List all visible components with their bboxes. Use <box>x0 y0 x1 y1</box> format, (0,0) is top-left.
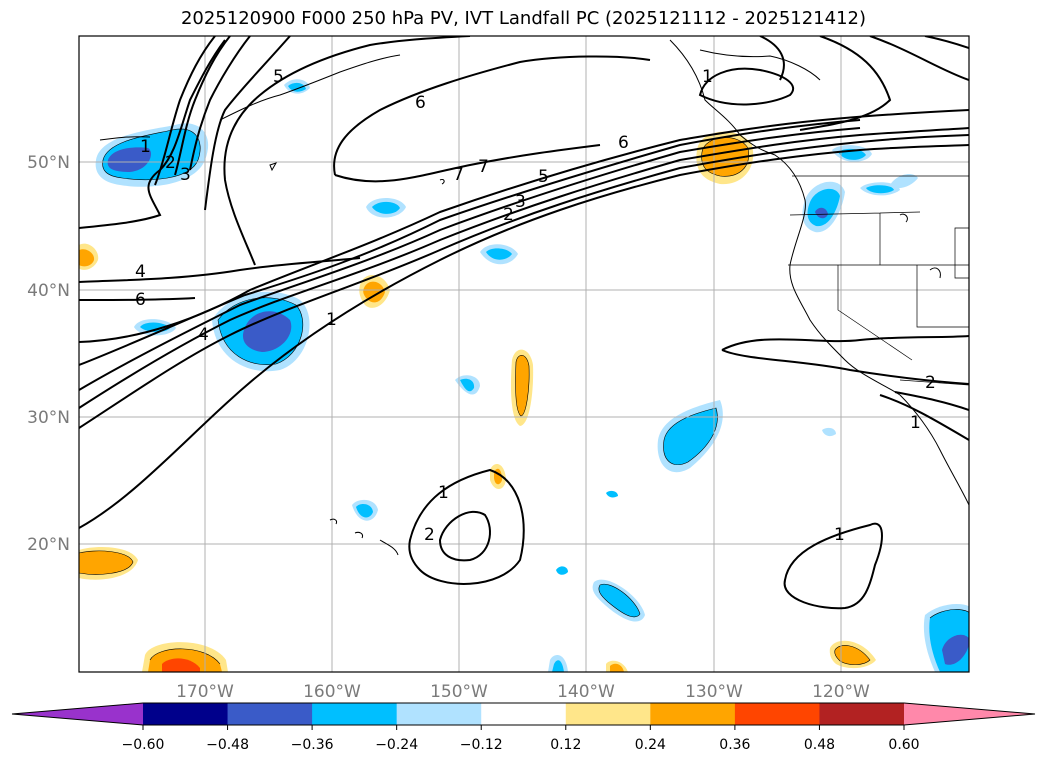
contour-label: 1 <box>702 67 713 87</box>
colorbar-bin <box>143 703 229 725</box>
contour-label: 3 <box>515 192 526 212</box>
lon-label: 160°W <box>303 682 361 702</box>
colorbar-tick-label: −0.24 <box>375 737 418 753</box>
contour-label: 2 <box>925 373 936 393</box>
contour-label: 6 <box>135 290 146 310</box>
contour-label: 1 <box>438 483 449 503</box>
contour-label: 1 <box>326 310 337 330</box>
political-borders <box>788 175 969 386</box>
lon-label: 170°W <box>176 682 234 702</box>
colorbar-bin <box>650 703 736 725</box>
contour-label: 2 <box>424 525 435 545</box>
pv-contours <box>79 36 969 610</box>
contour-labels: 1 2 3 5 6 5 6 4 6 4 1 7 7 5 3 2 6 1 1 2 … <box>135 67 936 545</box>
contour-label: 7 <box>478 157 489 177</box>
lat-label: 30°N <box>27 408 70 428</box>
colorbar-tick-label: 0.36 <box>719 737 750 753</box>
colorbar-bin <box>819 703 905 725</box>
lon-label: 120°W <box>812 682 870 702</box>
lon-label: 140°W <box>557 682 615 702</box>
colorbar-bin <box>481 703 567 725</box>
colorbar-tick-label: −0.60 <box>122 737 165 753</box>
contour-label: 2 <box>503 205 514 225</box>
contour-label: 7 <box>453 165 464 185</box>
contour-label: 6 <box>618 133 629 153</box>
lat-label: 20°N <box>27 535 70 555</box>
latitude-labels: 50°N 40°N 30°N 20°N <box>27 153 70 555</box>
colorbar-bin <box>565 703 651 725</box>
longitude-labels: 170°W 160°W 150°W 140°W 130°W 120°W <box>176 682 870 702</box>
colorbar-tick-label: 0.12 <box>550 737 581 753</box>
map-title: 2025120900 F000 250 hPa PV, IVT Landfall… <box>180 8 867 29</box>
contour-label: 3 <box>180 165 191 185</box>
map-frame <box>78 35 970 673</box>
colorbar-tick-label: −0.48 <box>206 737 249 753</box>
contour-label: 4 <box>198 325 209 345</box>
contour-label: 6 <box>415 93 426 113</box>
contour-label: 1 <box>910 413 921 433</box>
contour-label: 5 <box>538 167 549 187</box>
colorbar-bin <box>227 703 313 725</box>
lat-label: 40°N <box>27 281 70 301</box>
colorbar-tick-label: 0.24 <box>635 737 666 753</box>
colorbar-over-arrow <box>904 703 1035 725</box>
contour-label: 4 <box>135 262 146 282</box>
colorbar-tick-label: −0.36 <box>291 737 334 753</box>
colorbar-bin <box>312 703 398 725</box>
lat-label: 50°N <box>27 153 70 173</box>
contour-label: 1 <box>140 137 151 157</box>
lon-label: 150°W <box>430 682 488 702</box>
contour-label: 5 <box>273 67 284 87</box>
contour-label: 1 <box>834 525 845 545</box>
colorbar: −0.60 −0.48 −0.36 −0.24 −0.12 0.12 0.24 0.36 0.4… <box>11 702 1036 753</box>
contour-label: 2 <box>165 153 176 173</box>
colorbar-tick-label: −0.12 <box>460 737 503 753</box>
colorbar-tick-label: 0.60 <box>888 737 919 753</box>
pv-shading <box>79 79 969 672</box>
colorbar-under-arrow <box>12 703 143 725</box>
lon-label: 130°W <box>685 682 743 702</box>
colorbar-bin <box>396 703 482 725</box>
colorbar-bin <box>734 703 820 725</box>
colorbar-tick-label: 0.48 <box>804 737 835 753</box>
